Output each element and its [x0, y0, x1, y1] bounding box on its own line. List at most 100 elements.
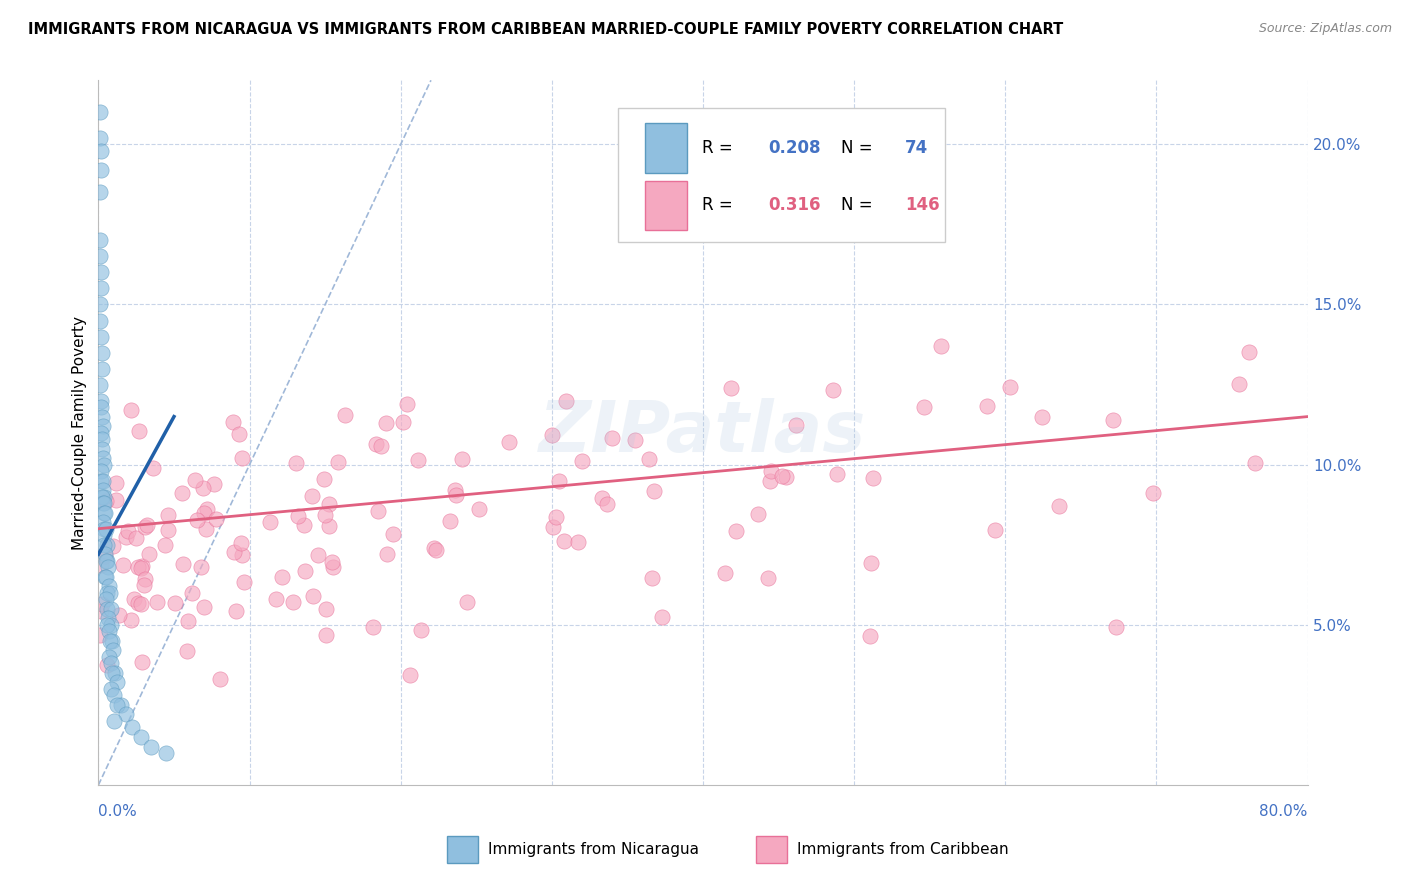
Point [91, 597, 114, 611]
Point [375, 416, 398, 430]
Point [367, 504, 389, 518]
Point [231, 548, 253, 562]
Point [104, 665, 127, 680]
Point [117, 524, 139, 538]
Point [110, 698, 132, 712]
Point [90, 393, 112, 408]
Point [96, 617, 118, 632]
Point [91, 361, 114, 376]
Point [90, 144, 112, 158]
Point [180, 586, 202, 600]
Point [101, 665, 124, 680]
Text: 146: 146 [905, 196, 939, 214]
Point [90, 400, 112, 414]
Point [326, 455, 349, 469]
Point [547, 474, 569, 488]
Point [225, 604, 247, 618]
Point [89, 105, 111, 120]
Point [984, 524, 1007, 538]
Point [976, 399, 998, 413]
Point [155, 746, 177, 760]
Point [91, 490, 114, 504]
Point [91, 516, 114, 530]
Point [129, 730, 152, 744]
Point [858, 629, 880, 643]
Point [134, 578, 156, 592]
Point [172, 557, 194, 571]
Point [96, 601, 118, 615]
Point [98, 633, 121, 648]
Point [301, 589, 323, 603]
Point [90, 265, 112, 279]
FancyBboxPatch shape [645, 123, 688, 172]
Point [96, 586, 118, 600]
Point [90, 345, 112, 359]
Point [115, 530, 138, 544]
Point [775, 470, 797, 484]
Point [382, 527, 405, 541]
Point [131, 655, 153, 669]
Point [96, 493, 118, 508]
Point [90, 329, 112, 343]
Point [912, 400, 935, 414]
Point [93, 496, 115, 510]
Text: Immigrants from Caribbean: Immigrants from Caribbean [797, 842, 1010, 856]
Point [1244, 456, 1267, 470]
Point [98, 579, 121, 593]
Point [96, 538, 118, 552]
Point [193, 506, 215, 520]
Point [107, 608, 129, 623]
Point [134, 520, 156, 534]
Point [89, 131, 111, 145]
Text: N =: N = [841, 139, 877, 157]
Point [114, 707, 136, 722]
Point [127, 596, 149, 610]
Point [89, 250, 111, 264]
Point [121, 720, 143, 734]
Point [1031, 409, 1053, 424]
Point [101, 643, 124, 657]
Point [624, 433, 647, 447]
Point [94, 554, 117, 568]
Point [931, 339, 953, 353]
Point [860, 556, 883, 570]
Point [98, 624, 121, 639]
Point [222, 415, 245, 429]
Point [100, 681, 122, 696]
Point [156, 508, 179, 522]
Point [104, 476, 127, 491]
Point [105, 698, 128, 712]
Text: R =: R = [702, 139, 738, 157]
Point [104, 493, 127, 508]
Point [318, 518, 340, 533]
Point [91, 442, 114, 456]
Text: ZIPatlas: ZIPatlas [540, 398, 866, 467]
Point [231, 451, 253, 466]
Point [641, 571, 664, 585]
Point [204, 512, 226, 526]
Point [90, 464, 112, 478]
Text: Source: ZipAtlas.com: Source: ZipAtlas.com [1258, 22, 1392, 36]
Point [89, 297, 111, 311]
Point [259, 515, 281, 529]
Point [141, 739, 163, 754]
Point [153, 538, 176, 552]
Point [96, 554, 118, 568]
Point [97, 560, 120, 574]
Point [112, 558, 135, 573]
Point [567, 535, 589, 549]
Point [596, 497, 619, 511]
Text: N =: N = [841, 196, 877, 214]
Point [467, 501, 489, 516]
Point [91, 451, 114, 466]
Point [172, 486, 194, 500]
Point [90, 425, 112, 440]
Point [96, 658, 118, 673]
Point [142, 460, 165, 475]
Point [135, 517, 157, 532]
Point [91, 474, 114, 488]
Point [138, 547, 160, 561]
Point [422, 541, 444, 555]
Point [89, 628, 111, 642]
Point [190, 559, 212, 574]
